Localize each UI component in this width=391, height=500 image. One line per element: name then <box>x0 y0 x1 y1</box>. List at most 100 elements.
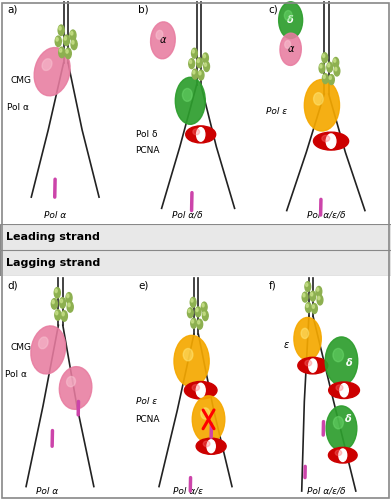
Text: d): d) <box>8 280 18 290</box>
Ellipse shape <box>56 38 58 41</box>
Ellipse shape <box>186 126 216 143</box>
Ellipse shape <box>310 292 313 296</box>
Text: Pol α: Pol α <box>5 370 27 379</box>
Ellipse shape <box>55 310 61 320</box>
Ellipse shape <box>339 449 347 462</box>
Ellipse shape <box>151 22 175 59</box>
Ellipse shape <box>62 312 64 316</box>
Ellipse shape <box>316 286 322 296</box>
Ellipse shape <box>191 318 197 328</box>
Text: CMG: CMG <box>11 76 31 85</box>
Ellipse shape <box>174 336 209 387</box>
Ellipse shape <box>340 384 348 397</box>
Ellipse shape <box>72 40 74 44</box>
Ellipse shape <box>59 366 92 410</box>
Text: α: α <box>287 44 294 54</box>
Ellipse shape <box>198 70 204 80</box>
Ellipse shape <box>192 48 197 58</box>
Text: δ: δ <box>344 414 352 424</box>
Text: Pol α/ε: Pol α/ε <box>173 486 203 496</box>
Ellipse shape <box>323 54 325 58</box>
Ellipse shape <box>197 59 199 62</box>
Ellipse shape <box>39 337 48 348</box>
Ellipse shape <box>197 320 200 324</box>
Text: Pol α/ε/δ: Pol α/ε/δ <box>307 486 345 496</box>
Ellipse shape <box>66 292 72 303</box>
Ellipse shape <box>59 26 61 30</box>
Ellipse shape <box>202 304 204 307</box>
Ellipse shape <box>201 302 207 312</box>
Ellipse shape <box>190 298 196 308</box>
Ellipse shape <box>306 304 308 308</box>
Ellipse shape <box>196 384 205 397</box>
Ellipse shape <box>280 33 301 66</box>
Text: Pol α: Pol α <box>36 486 58 496</box>
Ellipse shape <box>185 382 217 399</box>
Ellipse shape <box>305 360 312 366</box>
Ellipse shape <box>327 62 333 72</box>
Ellipse shape <box>192 50 194 53</box>
Ellipse shape <box>325 337 358 386</box>
Ellipse shape <box>312 304 317 314</box>
Ellipse shape <box>329 76 332 80</box>
Ellipse shape <box>63 35 70 45</box>
Ellipse shape <box>312 305 314 308</box>
Text: a): a) <box>8 4 18 15</box>
Ellipse shape <box>204 62 210 72</box>
Text: PCNA: PCNA <box>136 415 160 424</box>
Ellipse shape <box>207 440 215 452</box>
Ellipse shape <box>334 66 340 76</box>
Ellipse shape <box>67 302 73 312</box>
Text: c): c) <box>269 4 278 15</box>
Text: b): b) <box>138 4 149 15</box>
Ellipse shape <box>328 448 357 463</box>
Ellipse shape <box>197 58 202 68</box>
Ellipse shape <box>34 48 70 96</box>
Ellipse shape <box>310 291 316 301</box>
Ellipse shape <box>284 10 292 20</box>
Ellipse shape <box>58 25 64 35</box>
Ellipse shape <box>326 134 336 148</box>
Ellipse shape <box>59 47 65 58</box>
Ellipse shape <box>334 416 343 429</box>
Ellipse shape <box>156 30 163 40</box>
Text: ε: ε <box>284 340 289 350</box>
Text: α: α <box>160 36 166 46</box>
Ellipse shape <box>317 295 323 305</box>
Ellipse shape <box>336 385 343 390</box>
Ellipse shape <box>308 359 317 372</box>
Ellipse shape <box>189 58 195 68</box>
Ellipse shape <box>305 302 311 312</box>
Ellipse shape <box>188 309 190 312</box>
Ellipse shape <box>70 32 73 35</box>
Ellipse shape <box>183 348 193 361</box>
Ellipse shape <box>193 70 195 74</box>
Ellipse shape <box>203 310 208 320</box>
Ellipse shape <box>70 30 76 40</box>
Ellipse shape <box>56 311 58 315</box>
Ellipse shape <box>193 129 199 135</box>
Ellipse shape <box>203 312 205 316</box>
Ellipse shape <box>175 78 205 124</box>
Ellipse shape <box>319 63 325 73</box>
Ellipse shape <box>323 74 328 84</box>
Ellipse shape <box>195 307 201 317</box>
Ellipse shape <box>320 64 322 68</box>
Ellipse shape <box>303 294 305 297</box>
Ellipse shape <box>71 39 77 50</box>
Ellipse shape <box>55 36 61 46</box>
Text: CMG: CMG <box>11 343 31 352</box>
Ellipse shape <box>192 320 194 323</box>
Ellipse shape <box>199 72 201 75</box>
Ellipse shape <box>189 60 192 64</box>
Ellipse shape <box>66 294 69 298</box>
Ellipse shape <box>334 59 336 62</box>
Ellipse shape <box>318 296 320 300</box>
Ellipse shape <box>196 438 226 454</box>
Text: Pol α/ε/δ: Pol α/ε/δ <box>307 210 345 220</box>
Text: Pol δ: Pol δ <box>136 130 157 139</box>
Text: Lagging strand: Lagging strand <box>6 258 100 268</box>
Ellipse shape <box>304 80 339 131</box>
Ellipse shape <box>197 320 203 329</box>
Ellipse shape <box>66 376 75 386</box>
